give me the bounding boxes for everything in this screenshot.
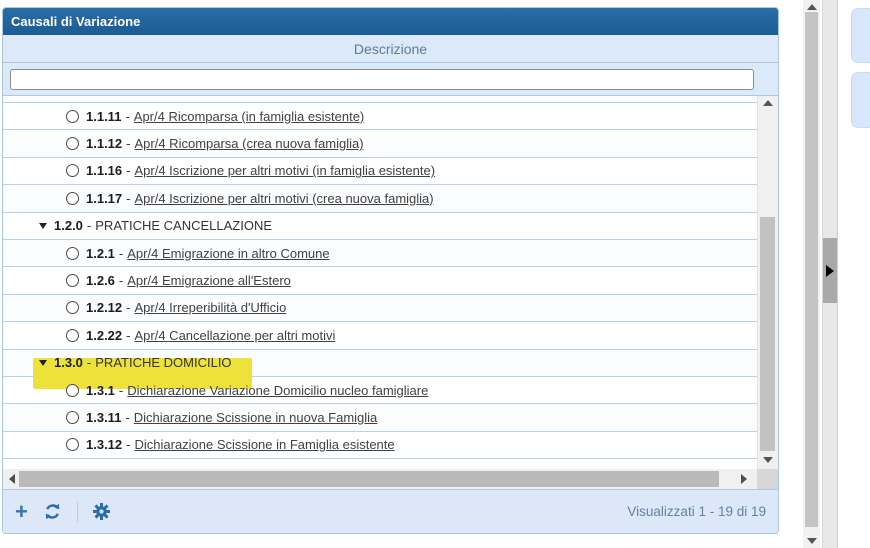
item-link[interactable]: Apr/4 Iscrizione per altri motivi (in fa… <box>134 163 436 179</box>
group-label: PRATICHE DOMICILIO <box>95 355 232 371</box>
dash-separator: - <box>118 382 124 398</box>
dash-separator: - <box>126 300 131 316</box>
dash-separator: - <box>125 409 130 425</box>
radio-button[interactable] <box>66 328 79 342</box>
tree-item-row[interactable]: 1.2.1- Apr/4 Emigrazione in altro Comune <box>3 239 757 268</box>
row-code: 1.2.12 <box>86 300 123 316</box>
panel-splitter[interactable] <box>822 0 838 548</box>
dash-separator: - <box>86 355 92 371</box>
settings-icon[interactable] <box>92 503 110 520</box>
row-code: 1.2.0 <box>54 218 83 234</box>
row-code: 1.3.11 <box>86 409 122 425</box>
tree-item-row[interactable]: 1.3.12- Dichiarazione Scissione in Famigl… <box>3 432 757 460</box>
item-link[interactable]: Apr/4 Iscrizione per altri motivi (crea … <box>134 190 434 206</box>
scroll-left-icon[interactable] <box>5 469 19 489</box>
tree-item-row[interactable]: 1.3.1- Dichiarazione Variazione Domicilio… <box>3 377 757 405</box>
tree-item-row[interactable]: 1.1.17- Apr/4 Iscrizione per altri motivi… <box>3 185 757 213</box>
dash-separator: - <box>126 190 131 206</box>
refresh-icon[interactable] <box>43 502 62 521</box>
tree-item-row[interactable]: 1.1.12- Apr/4 Ricomparsa (crea nuova fami… <box>3 130 757 158</box>
page-scrollbar-thumb[interactable] <box>805 12 818 527</box>
dash-separator: - <box>126 163 131 179</box>
item-link[interactable]: Apr/4 Cancellazione per altri motivi <box>134 327 336 343</box>
page-vertical-scrollbar[interactable] <box>803 0 820 548</box>
collapse-triangle-icon[interactable] <box>39 222 47 229</box>
item-link[interactable]: Apr/4 Ricomparsa (crea nuova famiglia) <box>134 136 364 152</box>
add-icon[interactable]: + <box>15 498 28 524</box>
row-code: 1.3.1 <box>86 382 115 398</box>
grid-toolbar: + Visualizzati 1 - 19 di <box>3 489 778 533</box>
tree-item-row[interactable]: 1.1.11- Apr/4 Ricomparsa (in famiglia esi… <box>3 103 757 131</box>
collapsed-side-panel-1[interactable] <box>851 8 870 63</box>
horizontal-scrollbar-thumb[interactable] <box>19 471 719 487</box>
radio-button[interactable] <box>66 438 79 452</box>
tree-item-row[interactable]: 1.2.22- Apr/4 Cancellazione per altri mot… <box>3 322 757 350</box>
column-header-descrizione[interactable]: Descrizione <box>3 35 778 63</box>
filter-row <box>3 63 778 96</box>
collapse-triangle-icon[interactable] <box>39 359 47 366</box>
radio-button[interactable] <box>66 301 79 315</box>
column-header-label: Descrizione <box>353 40 428 57</box>
group-label: PRATICHE CANCELLAZIONE <box>95 218 273 234</box>
page-scroll-down-icon[interactable] <box>803 534 820 547</box>
scroll-right-icon[interactable] <box>735 469 753 489</box>
partial-row <box>3 96 757 103</box>
item-link[interactable]: Apr/4 Emigrazione in altro Comune <box>127 245 330 261</box>
list-vertical-scrollbar[interactable] <box>757 96 778 469</box>
scrollbar-corner <box>757 469 778 489</box>
radio-button[interactable] <box>66 246 79 260</box>
row-code: 1.1.12 <box>86 136 123 152</box>
causali-di-variazione-panel: Causali di Variazione Descrizione 1.1.11… <box>2 7 779 534</box>
row-code: 1.1.17 <box>86 190 123 206</box>
radio-button[interactable] <box>66 109 79 123</box>
radio-button[interactable] <box>66 410 79 424</box>
list-scrollbar-thumb[interactable] <box>760 217 775 451</box>
tree-item-row[interactable]: 1.3.11- Dichiarazione Scissione in nuova … <box>3 404 757 432</box>
row-code: 1.3.0 <box>54 355 83 371</box>
tree-item-row[interactable]: 1.2.6- Apr/4 Emigrazione all'Estero <box>3 267 757 295</box>
status-count: Visualizzati 1 - 19 di 19 <box>627 504 766 519</box>
item-link[interactable]: Dichiarazione Scissione in Famiglia esis… <box>134 437 395 453</box>
row-code: 1.2.22 <box>86 327 123 343</box>
tree-group-row[interactable]: 1.2.0- PRATICHE CANCELLAZIONE <box>3 213 757 240</box>
page-scroll-up-icon[interactable] <box>803 0 820 13</box>
radio-button[interactable] <box>66 191 79 205</box>
scroll-down-icon[interactable] <box>758 453 778 467</box>
radio-button[interactable] <box>66 164 79 178</box>
dash-separator: - <box>86 218 92 234</box>
row-code: 1.1.11 <box>86 108 122 124</box>
item-link[interactable]: Dichiarazione Scissione in nuova Famigli… <box>133 409 378 425</box>
row-code: 1.2.1 <box>86 245 115 261</box>
dash-separator: - <box>118 245 124 261</box>
item-link[interactable]: Apr/4 Emigrazione all'Estero <box>127 273 291 289</box>
radio-button[interactable] <box>66 383 79 397</box>
tree-item-row[interactable]: 1.2.12- Apr/4 Irreperibilità d'Ufficio <box>3 294 757 323</box>
radio-button[interactable] <box>66 137 79 151</box>
item-link[interactable]: Apr/4 Ricomparsa (in famiglia esistente) <box>133 108 365 124</box>
item-link[interactable]: Dichiarazione Variazione Domicilio nucle… <box>127 382 429 398</box>
dash-separator: - <box>126 437 131 453</box>
toolbar-divider <box>76 501 78 522</box>
row-code: 1.3.12 <box>86 437 123 453</box>
horizontal-scrollbar[interactable] <box>3 469 778 489</box>
dash-separator: - <box>125 108 130 124</box>
dash-separator: - <box>126 136 131 152</box>
row-code: 1.2.6 <box>86 273 115 289</box>
tree-list-viewport: 1.1.11- Apr/4 Ricomparsa (in famiglia esi… <box>3 96 778 469</box>
radio-button[interactable] <box>66 274 79 288</box>
splitter-handle[interactable] <box>823 238 837 303</box>
tree-rows: 1.1.11- Apr/4 Ricomparsa (in famiglia esi… <box>3 96 757 460</box>
expand-right-icon <box>826 264 834 277</box>
highlight-marker <box>33 357 252 389</box>
dash-separator: - <box>126 327 131 343</box>
filter-input[interactable] <box>10 68 754 90</box>
row-code: 1.1.16 <box>86 163 123 179</box>
scroll-up-icon[interactable] <box>758 96 778 110</box>
panel-title: Causali di Variazione <box>3 8 778 35</box>
collapsed-side-panel-2[interactable] <box>851 72 870 128</box>
dash-separator: - <box>118 273 124 289</box>
item-link[interactable]: Apr/4 Irreperibilità d'Ufficio <box>134 300 287 316</box>
tree-item-row[interactable]: 1.1.16- Apr/4 Iscrizione per altri motivi… <box>3 158 757 186</box>
